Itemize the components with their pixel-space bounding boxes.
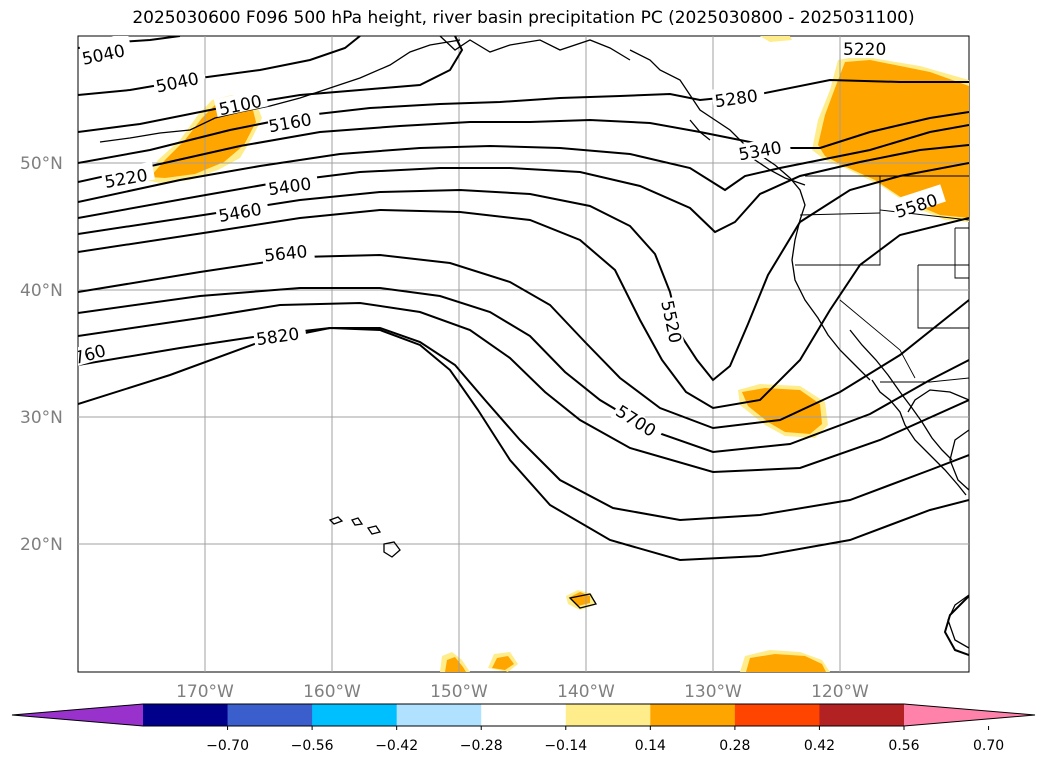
colorbar-segment — [396, 704, 482, 726]
lat-label: 40°N — [20, 281, 63, 301]
longitude-labels: 170°W 160°W 150°W 140°W 130°W 120°W — [176, 682, 869, 702]
lon-label: 160°W — [303, 682, 361, 702]
colorbar-segment — [227, 704, 313, 726]
colorbar-segment — [819, 704, 905, 726]
colorbar: −0.70 −0.56 −0.42 −0.28 −0.14 0.14 0.28 0.42 0.5… — [11, 703, 1036, 754]
lat-label: 20°N — [20, 535, 63, 555]
colorbar-segment — [734, 704, 820, 726]
colorbar-tick-label: −0.28 — [460, 738, 503, 754]
precip-shading — [145, 36, 969, 672]
colorbar-segment — [565, 704, 651, 726]
colorbar-segment — [481, 704, 567, 726]
contour-label: 5640 — [263, 242, 308, 266]
colorbar-extend-max — [904, 704, 1035, 726]
colorbar-segment — [650, 704, 736, 726]
colorbar-tick-label: 0.56 — [888, 738, 919, 754]
latitude-labels: 50°N 40°N 30°N 20°N — [20, 154, 63, 555]
graticule — [78, 36, 969, 672]
contour-labels: 5040 5040 5100 5160 5220 5220 5280 5340 … — [78, 36, 946, 445]
lon-label: 150°W — [430, 682, 488, 702]
lon-label: 120°W — [811, 682, 869, 702]
lon-label: 130°W — [684, 682, 742, 702]
colorbar-tick-label: 0.28 — [719, 738, 750, 754]
colorbar-tick-label: 0.14 — [635, 738, 666, 754]
lat-label: 30°N — [20, 408, 63, 428]
colorbar-extend-min — [12, 704, 143, 726]
colorbar-outline — [11, 703, 1036, 727]
colorbar-tick-label: −0.42 — [375, 738, 418, 754]
colorbar-segment — [312, 704, 398, 726]
colorbar-tick-label: −0.70 — [206, 738, 249, 754]
contour-label: 5220 — [843, 40, 886, 60]
colorbar-segment — [143, 704, 229, 726]
political-borders — [795, 175, 969, 383]
lat-label: 50°N — [20, 154, 63, 174]
colorbar-tick-label: −0.56 — [291, 738, 334, 754]
colorbar-tick-label: 0.70 — [973, 738, 1004, 754]
lon-label: 140°W — [557, 682, 615, 702]
colorbar-tick-label: −0.14 — [544, 738, 587, 754]
height-contours — [78, 36, 969, 656]
lon-label: 170°W — [176, 682, 234, 702]
map-title: 2025030600 F096 500 hPa height, river ba… — [132, 8, 915, 28]
colorbar-tick-label: 0.42 — [804, 738, 835, 754]
